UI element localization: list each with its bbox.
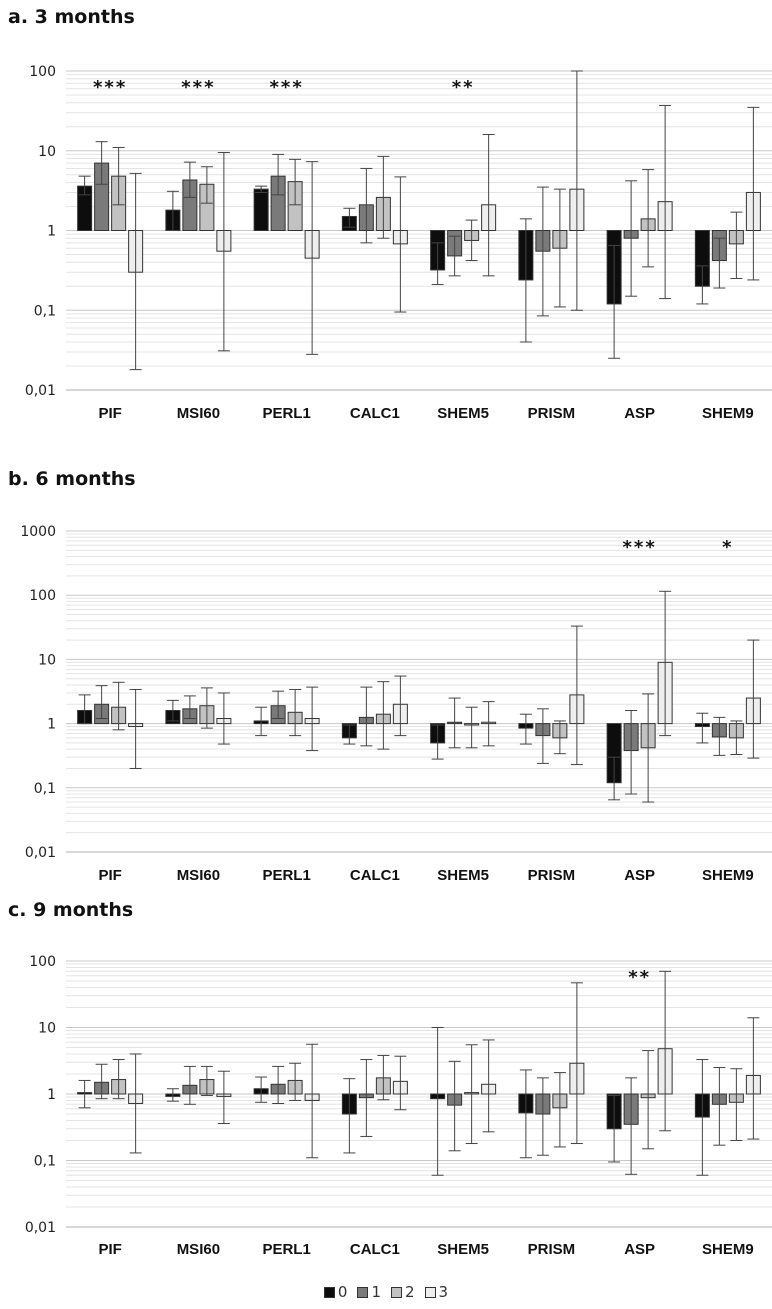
panel-9-months: c. 9 months 0,01 0,1 1 10 100 PIF MSI60 PERL1 CA… — [0, 893, 772, 1265]
y-tick-label: 1 — [47, 1087, 56, 1103]
legend-label: 0 — [337, 1283, 348, 1301]
x-tick-label: MSI60 — [177, 867, 220, 884]
y-tick-label: 0,1 — [34, 781, 56, 797]
bar-chart-3-months: 0,01 0,1 1 10 100 PIF *** MSI60 *** PERL1 *** CALC1… — [25, 64, 772, 422]
y-tick-label: 0,01 — [25, 845, 56, 861]
significance-marker: *** — [623, 537, 657, 558]
x-tick-label: SHEM5 — [437, 1241, 489, 1258]
bar-chart-6-months: 0,01 0,1 1 10 100 1000 PIF MSI60 PERL1 CALC1 SHEM5… — [20, 524, 772, 884]
significance-marker: *** — [181, 77, 215, 98]
chart-title: a. 3 months — [8, 6, 135, 28]
y-tick-label: 1 — [47, 224, 56, 240]
y-tick-label: 100 — [29, 64, 56, 80]
significance-marker: * — [722, 537, 733, 558]
x-tick-label: SHEM9 — [702, 1241, 754, 1258]
x-tick-label: SHEM9 — [702, 405, 754, 422]
legend-item: 2 — [391, 1283, 415, 1301]
panel-6-months: b. 6 months 0,01 0,1 1 10 100 1000 PIF MSI60 PER… — [0, 462, 772, 892]
x-tick-label: PRISM — [528, 867, 576, 884]
y-tick-label: 1 — [47, 717, 56, 733]
x-tick-label: PIF — [98, 405, 121, 422]
x-tick-label: PRISM — [528, 1241, 576, 1258]
x-tick-label: CALC1 — [350, 1241, 400, 1258]
x-tick-label: ASP — [624, 405, 655, 422]
legend-item: 1 — [357, 1283, 381, 1301]
panel-3-months: a. 3 months 0,01 0,1 1 10 100 PIF *** MSI60 *** P… — [0, 0, 772, 430]
x-tick-label: SHEM5 — [437, 867, 489, 884]
y-tick-label: 0,01 — [25, 1220, 56, 1236]
x-tick-label: MSI60 — [177, 405, 220, 422]
significance-marker: *** — [270, 77, 304, 98]
legend-swatch — [424, 1286, 436, 1298]
bar — [253, 188, 269, 231]
x-tick-label: PERL1 — [262, 867, 310, 884]
x-tick-label: ASP — [624, 867, 655, 884]
x-tick-label: SHEM5 — [437, 405, 489, 422]
legend-item: 0 — [323, 1283, 348, 1301]
x-tick-label: MSI60 — [177, 1241, 220, 1258]
y-tick-label: 0,1 — [34, 1154, 56, 1170]
y-tick-label: 1000 — [20, 524, 56, 540]
legend-swatch — [323, 1286, 335, 1298]
legend-item: 3 — [424, 1283, 449, 1301]
chart-title: b. 6 months — [8, 468, 136, 490]
x-tick-label: PIF — [98, 867, 121, 884]
y-tick-label: 10 — [38, 652, 56, 668]
y-tick-label: 100 — [29, 954, 56, 970]
y-tick-label: 0,01 — [25, 383, 56, 399]
y-tick-label: 0,1 — [34, 303, 56, 319]
x-tick-label: CALC1 — [350, 867, 400, 884]
x-tick-label: SHEM9 — [702, 867, 754, 884]
legend-label: 1 — [371, 1283, 381, 1301]
chart-title: c. 9 months — [8, 899, 134, 921]
x-tick-label: CALC1 — [350, 405, 400, 422]
legend-swatch — [391, 1286, 402, 1298]
x-tick-label: PIF — [98, 1241, 121, 1258]
y-tick-label: 10 — [38, 1021, 56, 1037]
chart-legend: 0 1 2 3 — [0, 1281, 772, 1303]
x-tick-label: PERL1 — [262, 405, 310, 422]
significance-marker: ** — [628, 967, 651, 988]
x-tick-label: PERL1 — [262, 1241, 310, 1258]
y-tick-label: 100 — [29, 588, 56, 604]
legend-label: 3 — [438, 1283, 449, 1301]
x-tick-label: ASP — [624, 1241, 655, 1258]
legend-label: 2 — [405, 1283, 415, 1301]
significance-marker: ** — [452, 77, 475, 98]
legend-swatch — [357, 1286, 369, 1298]
y-tick-label: 10 — [38, 144, 56, 160]
significance-marker: *** — [93, 77, 127, 98]
x-tick-label: PRISM — [528, 405, 576, 422]
bar-chart-9-months: 0,01 0,1 1 10 100 PIF MSI60 PERL1 CALC1 SHEM5 PRIS… — [25, 954, 772, 1258]
